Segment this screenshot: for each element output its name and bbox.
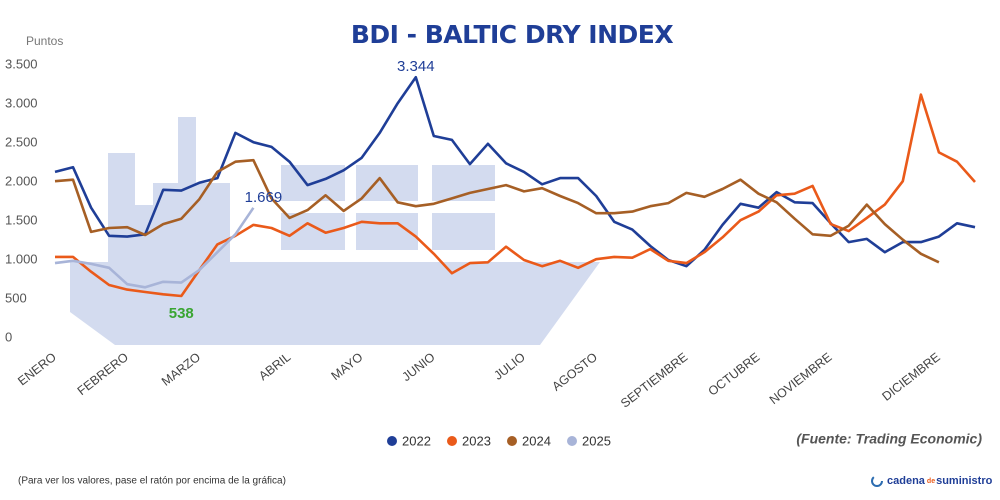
legend-marker [387, 436, 397, 446]
legend-label: 2025 [582, 433, 611, 448]
legend: 2022 2023 2024 2025 [387, 433, 611, 448]
x-tick-label: NOVIEMBRE [767, 350, 835, 407]
legend-marker [567, 436, 577, 446]
x-tick-label: DICIEMBRE [879, 350, 942, 404]
logo-first: cadena [887, 475, 926, 487]
series-line [54, 207, 255, 289]
source: (Fuente: Trading Economic) [796, 431, 982, 447]
x-tick-label: MARZO [159, 350, 203, 389]
series-line [55, 93, 976, 298]
logo-text: cadena desuministro [887, 475, 993, 487]
legend-label: 2022 [402, 433, 431, 448]
series-line [54, 75, 976, 268]
logo-small: de [927, 478, 935, 485]
logo-icon [871, 475, 883, 487]
y-tick-label: 2.500 [5, 134, 38, 149]
legend-marker [507, 436, 517, 446]
data-label: 538 [169, 305, 194, 322]
y-tick-label: 500 [5, 290, 27, 305]
x-tick-label: FEBRERO [75, 350, 131, 398]
y-tick-label: 1.500 [5, 212, 38, 227]
data-label: 3.344 [397, 58, 435, 75]
y-tick-label: 2.000 [5, 173, 38, 188]
series-line [54, 158, 940, 264]
x-tick-label: ENERO [15, 350, 59, 389]
x-tick-label: JULIO [491, 350, 528, 383]
x-tick-label: JUNIO [400, 350, 438, 384]
x-tick-label: AGOSTO [549, 350, 600, 394]
footnote: (Para ver los valores, pase el ratón por… [18, 476, 286, 487]
y-tick-label: 3.000 [5, 95, 38, 110]
logo-last: suministro [936, 475, 993, 487]
y-tick-label: 1.000 [5, 251, 38, 266]
logo: cadena desuministro [871, 475, 993, 487]
x-tick-label: OCTUBRE [706, 350, 763, 399]
legend-marker [447, 436, 457, 446]
y-tick-label: 0 [5, 329, 12, 344]
legend-label: 2023 [462, 433, 491, 448]
data-label: 1.669 [245, 189, 283, 206]
y-axis-label: Puntos [26, 34, 63, 48]
chart-title: BDI - BALTIC DRY INDEX [351, 20, 673, 49]
x-tick-label: ABRIL [256, 350, 293, 383]
x-tick-label: SEPTIEMBRE [618, 350, 690, 411]
legend-label: 2024 [522, 433, 551, 448]
y-tick-label: 3.500 [5, 56, 38, 71]
x-tick-label: MAYO [329, 350, 366, 383]
